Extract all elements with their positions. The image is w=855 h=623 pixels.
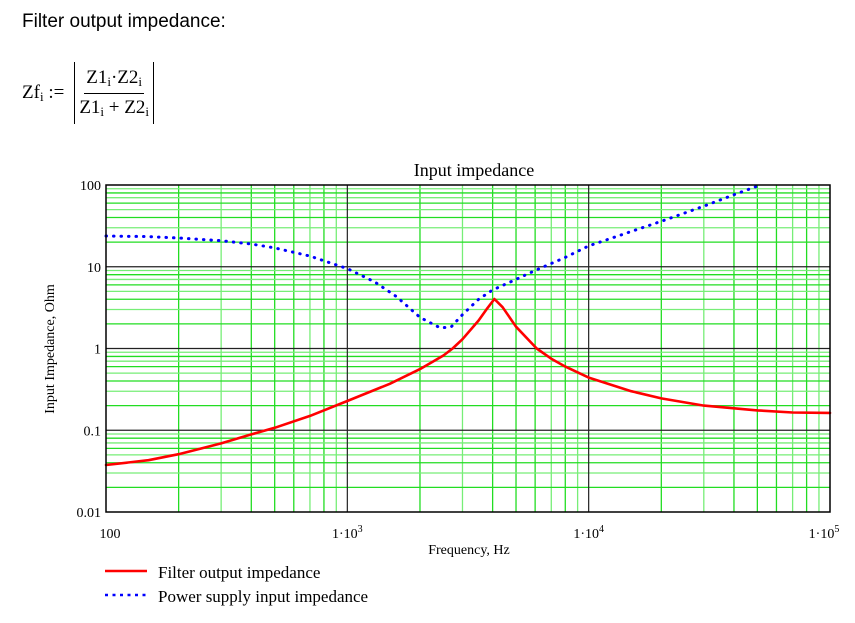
section-heading: Filter output impedance: [22, 11, 226, 32]
formula-numerator: Z1i·Z2i [84, 67, 145, 94]
y-axis-ticks: 0.01 0.1 1 10 100 [77, 179, 102, 521]
legend-label-power-supply: Power supply input impedance [158, 587, 368, 606]
y-tick-label: 0.01 [77, 506, 102, 521]
y-tick-label: 1 [94, 343, 101, 358]
series-layer [104, 183, 832, 467]
y-tick-label: 0.1 [84, 424, 102, 439]
x-tick-label: 1·105 [809, 524, 840, 542]
major-grid [106, 185, 830, 512]
y-tick-label: 100 [80, 179, 101, 194]
x-axis-label: Frequency, Hz [428, 543, 510, 558]
absolute-value-fraction: Z1i·Z2i Z1i + Z2i [74, 62, 154, 124]
x-tick-label: 1·103 [332, 524, 363, 542]
formula-lhs: Zfi := [22, 81, 65, 104]
plot-frame [105, 184, 831, 513]
x-tick-label: 100 [100, 527, 121, 542]
chart-title: Input impedance [414, 160, 534, 180]
x-axis-ticks: 100 1·103 1·104 1·105 [100, 524, 840, 542]
legend-label-filter: Filter output impedance [158, 563, 320, 582]
formula-denominator: Z1i + Z2i [79, 96, 149, 119]
y-tick-label: 10 [87, 261, 101, 276]
y-axis-label: Input Impedance, Ohm [43, 284, 58, 414]
impedance-formula: Zfi := Z1i·Z2i Z1i + Z2i [22, 62, 154, 124]
legend: Filter output impedance Power supply inp… [105, 563, 368, 606]
x-tick-label: 1·104 [573, 524, 604, 542]
power-supply-input-impedance-curve [104, 183, 762, 330]
filter-output-impedance-curve [104, 297, 832, 467]
